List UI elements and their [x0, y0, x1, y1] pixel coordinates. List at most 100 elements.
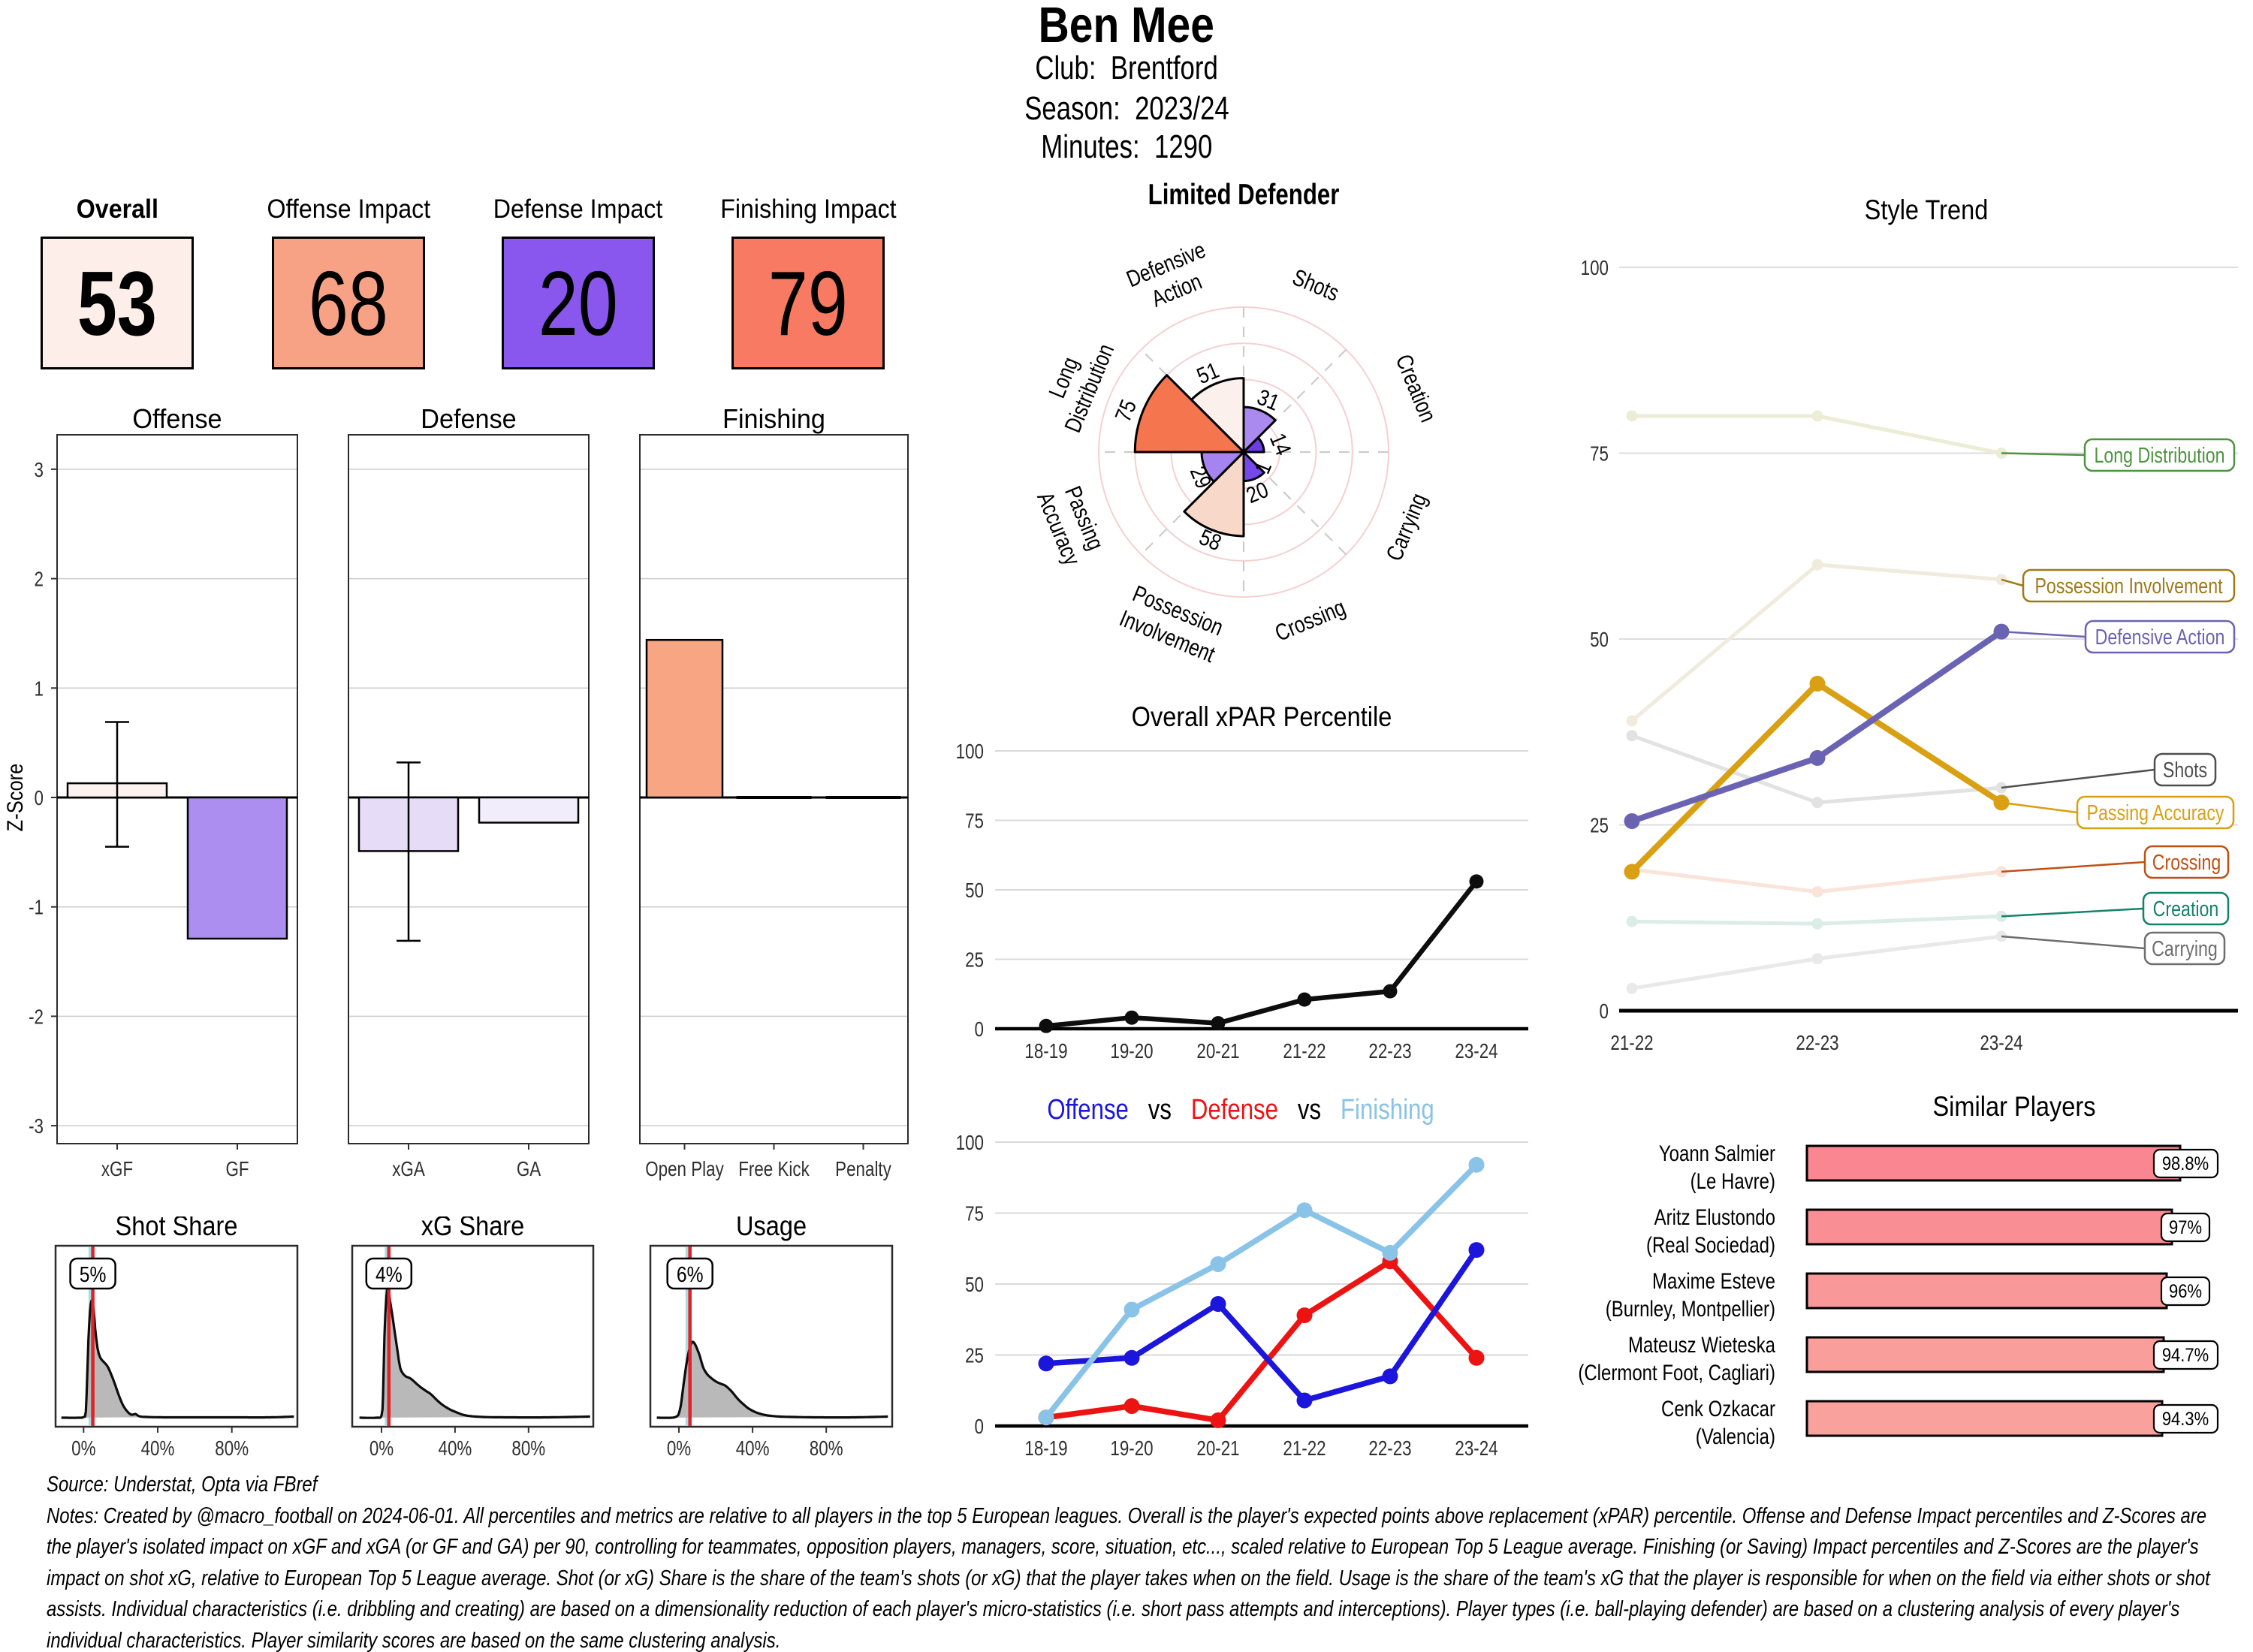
svg-text:Shots: Shots [1289, 264, 1343, 306]
svg-text:PossessionInvolvement: PossessionInvolvement [1116, 580, 1229, 668]
svg-text:100: 100 [956, 740, 984, 764]
svg-text:-1: -1 [29, 896, 44, 919]
svg-text:Shots: Shots [2163, 757, 2207, 782]
svg-text:0: 0 [35, 787, 44, 810]
svg-text:Creation: Creation [1391, 351, 1441, 426]
svg-text:Offense vs Defense vs: Offense vs Defense vs Finishing [1047, 1094, 1434, 1126]
svg-text:0%: 0% [71, 1437, 95, 1461]
svg-text:Free Kick: Free Kick [738, 1158, 810, 1181]
svg-text:100: 100 [1581, 257, 1609, 280]
svg-text:0%: 0% [369, 1437, 394, 1461]
svg-text:22-23: 22-23 [1796, 1032, 1838, 1055]
svg-text:21-22: 21-22 [1283, 1437, 1326, 1461]
svg-text:94.7%: 94.7% [2162, 1345, 2209, 1366]
svg-text:xG Share: xG Share [421, 1216, 525, 1241]
svg-text:22-23: 22-23 [1368, 1437, 1411, 1461]
svg-text:2: 2 [35, 568, 44, 591]
svg-text:0: 0 [975, 1018, 984, 1042]
svg-text:97%: 97% [2169, 1217, 2202, 1238]
svg-text:Maxime Esteve: Maxime Esteve [1652, 1268, 1775, 1293]
svg-text:Z-Score: Z-Score [2, 764, 27, 832]
svg-text:19-20: 19-20 [1110, 1437, 1153, 1461]
svg-text:Crossing: Crossing [1271, 594, 1349, 646]
svg-text:Possession Involvement: Possession Involvement [2034, 573, 2223, 598]
svg-text:Yoann Salmier: Yoann Salmier [1659, 1140, 1775, 1165]
svg-text:Defensive Action: Defensive Action [2095, 624, 2225, 649]
svg-text:50: 50 [965, 879, 984, 903]
svg-text:40%: 40% [736, 1437, 770, 1461]
svg-text:Carrying: Carrying [2152, 936, 2218, 960]
svg-text:Cenk Ozkacar: Cenk Ozkacar [1661, 1395, 1775, 1421]
svg-text:GA: GA [517, 1158, 541, 1181]
svg-text:50: 50 [1590, 629, 1609, 652]
svg-text:Aritz Elustondo: Aritz Elustondo [1654, 1204, 1775, 1229]
svg-text:75: 75 [965, 809, 984, 833]
svg-text:(Real Sociedad): (Real Sociedad) [1646, 1231, 1775, 1257]
svg-text:(Clermont Foot, Cagliari): (Clermont Foot, Cagliari) [1578, 1359, 1775, 1385]
svg-text:25: 25 [965, 1344, 984, 1367]
svg-text:Style Trend: Style Trend [1865, 194, 1989, 225]
svg-text:22-23: 22-23 [1368, 1040, 1411, 1063]
svg-text:14: 14 [1265, 430, 1296, 459]
svg-text:80%: 80% [810, 1437, 843, 1461]
svg-text:20-21: 20-21 [1196, 1437, 1239, 1461]
svg-text:xGF: xGF [101, 1158, 133, 1181]
svg-text:(Burnley, Montpellier): (Burnley, Montpellier) [1606, 1295, 1775, 1321]
svg-text:Limited Defender: Limited Defender [1148, 179, 1340, 211]
svg-text:0: 0 [975, 1415, 984, 1439]
svg-text:Long Distribution: Long Distribution [2094, 442, 2224, 467]
svg-text:Passing Accuracy: Passing Accuracy [2086, 800, 2224, 824]
svg-text:GF: GF [225, 1158, 249, 1181]
svg-text:xGA: xGA [392, 1158, 425, 1181]
svg-text:Overall xPAR Percentile: Overall xPAR Percentile [1132, 701, 1392, 732]
svg-text:96%: 96% [2169, 1281, 2202, 1302]
svg-text:DefensiveAction: DefensiveAction [1123, 237, 1220, 318]
svg-text:3: 3 [35, 459, 44, 482]
svg-text:5%: 5% [80, 1262, 107, 1286]
svg-text:Defense: Defense [421, 405, 516, 434]
svg-text:18-19: 18-19 [1024, 1040, 1067, 1063]
svg-text:40%: 40% [141, 1437, 175, 1461]
svg-text:4%: 4% [376, 1262, 403, 1286]
svg-text:25: 25 [965, 948, 984, 972]
svg-text:23-24: 23-24 [1455, 1437, 1497, 1461]
svg-text:1: 1 [35, 677, 44, 701]
svg-text:6%: 6% [677, 1262, 704, 1286]
svg-text:LongDistribution: LongDistribution [1034, 330, 1119, 436]
svg-text:Offense: Offense [132, 405, 222, 434]
svg-text:25: 25 [1590, 814, 1609, 837]
svg-text:Carrying: Carrying [1381, 490, 1431, 565]
svg-text:Crossing: Crossing [2152, 849, 2221, 874]
svg-text:50: 50 [965, 1274, 984, 1297]
svg-text:23-24: 23-24 [1455, 1040, 1497, 1063]
svg-text:Similar Players: Similar Players [1932, 1091, 2095, 1122]
svg-text:19-20: 19-20 [1110, 1040, 1153, 1063]
svg-text:40%: 40% [438, 1437, 472, 1461]
svg-text:0%: 0% [667, 1437, 691, 1461]
svg-text:23-24: 23-24 [1980, 1032, 2022, 1055]
svg-text:0: 0 [1600, 1000, 1609, 1023]
svg-text:21-22: 21-22 [1283, 1040, 1326, 1063]
svg-text:Creation: Creation [2153, 896, 2219, 921]
svg-text:-3: -3 [29, 1115, 44, 1138]
svg-text:21-22: 21-22 [1610, 1032, 1653, 1055]
svg-text:Shot Share: Shot Share [116, 1216, 238, 1241]
svg-text:94.3%: 94.3% [2162, 1409, 2209, 1430]
svg-text:Mateusz Wieteska: Mateusz Wieteska [1628, 1331, 1776, 1357]
svg-text:100: 100 [956, 1132, 984, 1155]
svg-text:80%: 80% [511, 1437, 545, 1461]
svg-text:Penalty: Penalty [835, 1158, 891, 1181]
svg-text:(Le Havre): (Le Havre) [1691, 1168, 1775, 1193]
svg-text:75: 75 [965, 1202, 984, 1225]
svg-text:18-19: 18-19 [1024, 1437, 1067, 1461]
svg-text:(Valencia): (Valencia) [1696, 1423, 1775, 1449]
svg-text:20-21: 20-21 [1196, 1040, 1239, 1063]
svg-text:98.8%: 98.8% [2162, 1153, 2209, 1174]
svg-text:Finishing: Finishing [722, 405, 825, 434]
svg-text:Open Play: Open Play [645, 1158, 724, 1181]
svg-text:75: 75 [1110, 396, 1142, 425]
svg-text:Usage: Usage [736, 1216, 807, 1241]
svg-text:75: 75 [1590, 442, 1609, 466]
svg-text:PassingAccuracy: PassingAccuracy [1032, 478, 1111, 568]
svg-text:-2: -2 [29, 1005, 44, 1029]
